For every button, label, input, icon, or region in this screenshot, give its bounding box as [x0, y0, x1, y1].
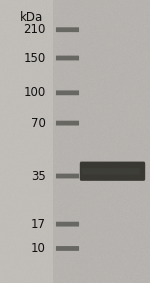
FancyBboxPatch shape — [82, 168, 140, 175]
Bar — [0, 0, 53, 283]
Text: 35: 35 — [31, 170, 46, 183]
FancyBboxPatch shape — [80, 162, 145, 181]
FancyBboxPatch shape — [56, 55, 79, 60]
FancyBboxPatch shape — [56, 222, 79, 226]
FancyBboxPatch shape — [56, 27, 79, 32]
Text: 210: 210 — [23, 23, 46, 36]
FancyBboxPatch shape — [56, 121, 79, 126]
FancyBboxPatch shape — [56, 90, 79, 95]
Text: 150: 150 — [24, 52, 46, 65]
Bar — [53, 0, 150, 283]
FancyBboxPatch shape — [56, 173, 79, 179]
Text: 70: 70 — [31, 117, 46, 130]
Text: 17: 17 — [31, 218, 46, 231]
FancyBboxPatch shape — [56, 246, 79, 251]
Text: 10: 10 — [31, 242, 46, 255]
Text: kDa: kDa — [20, 11, 44, 24]
Text: 100: 100 — [24, 86, 46, 99]
